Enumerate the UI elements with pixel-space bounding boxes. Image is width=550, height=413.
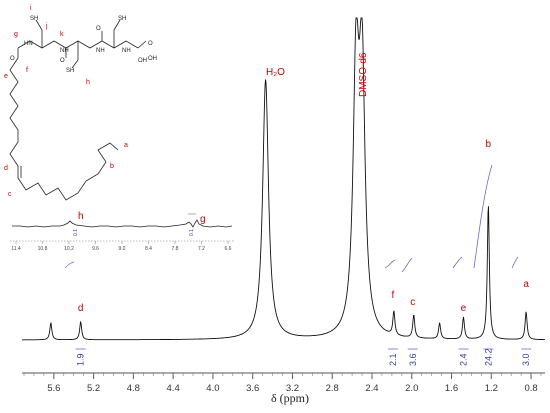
structure-label-f: f	[26, 67, 28, 74]
structure-atom-oh: OH	[148, 56, 157, 62]
inset-tick-label: 7.2	[198, 246, 205, 252]
structure-label-k: k	[60, 31, 64, 38]
structure-atom-nh: NH	[60, 48, 69, 54]
x-tick-label: 2.8	[326, 383, 339, 394]
structure-label-b: b	[110, 163, 114, 170]
x-tick-label: 3.6	[246, 383, 259, 394]
structure-label-d: d	[4, 165, 8, 172]
inset-integral-h: 0.1	[73, 229, 79, 236]
structure-carbonyls	[17, 31, 147, 58]
x-tick-label: 5.6	[47, 383, 60, 394]
peak-label-b: b	[486, 139, 492, 150]
structure-atom-sh: SH	[118, 16, 126, 22]
inset-tick-label: 10.2	[64, 246, 74, 252]
structure-atom-sh: SH	[66, 68, 74, 74]
structure-atom-o: O	[10, 56, 15, 62]
chemical-structure	[9, 19, 147, 201]
x-axis-label: δ (ppm)	[271, 391, 309, 405]
x-tick-label: 1.2	[485, 383, 498, 394]
integral-value: 3.0	[521, 353, 531, 366]
integral-value: 24.2	[483, 348, 493, 366]
peak-label-e: e	[461, 303, 467, 314]
structure-label-e: e	[4, 73, 8, 80]
structure-atom-o: O	[148, 41, 153, 47]
inset-peak-label-h: h	[78, 211, 84, 222]
inset-axis-ticks: 11.4 10.8 10.2 9.6 9.0 8.4 7.8 7.2 6.6	[11, 241, 232, 252]
inset-tick-label: 11.4	[11, 246, 21, 252]
inset-tick-label: 9.0	[119, 246, 126, 252]
inset-tick-label: 8.4	[145, 246, 152, 252]
integral-value: 2.1	[388, 353, 398, 366]
solvent-label-water: H₂O	[266, 67, 285, 78]
x-axis-ticks: 5.6 5.2 4.8 4.4 4.0 3.6 3.2 2.8 2.4 2.0 1.6 1.2 0.8	[23, 373, 542, 394]
inset-tick-label: 9.6	[92, 246, 99, 252]
solvent-label-dmso: DMSO-d6	[358, 52, 369, 97]
inset-line	[12, 219, 233, 228]
inset-tick-label: 6.6	[225, 246, 232, 252]
x-tick-label: 4.0	[206, 383, 219, 394]
inset-tick-label: 10.8	[38, 246, 48, 252]
x-tick-label: 5.2	[87, 383, 100, 394]
inset-peak-label-g: g	[200, 214, 206, 225]
peak-label-a: a	[523, 279, 529, 290]
x-tick-label: 2.4	[365, 383, 378, 394]
structure-atom-sh: SH	[30, 16, 38, 22]
inset-integral-curve	[64, 261, 75, 269]
structure-label-j: j	[45, 23, 48, 30]
structure-label-h: h	[86, 79, 90, 86]
integral-curves	[384, 164, 519, 273]
x-tick-label: 2.0	[405, 383, 418, 394]
integral-value: 1.9	[76, 353, 86, 366]
peak-label-c: c	[410, 297, 415, 308]
x-tick-label: 4.4	[167, 383, 180, 394]
structure-chain	[9, 57, 119, 201]
structure-label-a: a	[124, 142, 128, 149]
structure-sidechains	[35, 19, 121, 69]
structure-atom-o: O	[96, 26, 101, 32]
inset-integral-g: 0.1	[189, 229, 195, 236]
peak-labels: d f c e b a	[78, 139, 529, 314]
x-tick-label: 3.2	[286, 383, 299, 394]
spectrum-line	[22, 17, 545, 341]
structure-label-g: g	[14, 31, 18, 38]
structure-atom-hn: HN	[24, 41, 33, 47]
integral-values: 1.9 2.1 3.6 2.4 24.2 3.0	[75, 348, 532, 366]
inset-spectrum: 11.4 10.8 10.2 9.6 9.0 8.4 7.8 7.2 6.6 h g 0.1 0…	[10, 211, 234, 269]
x-tick-label: 1.6	[445, 383, 458, 394]
peak-label-d: d	[78, 303, 84, 314]
structure-atom-o: O	[60, 58, 65, 64]
structure-atom-nh: NH	[122, 48, 131, 54]
structure-label-i: i	[30, 5, 32, 12]
peak-label-f: f	[391, 290, 394, 301]
structure-proton-labels: a b c d e f g h i j k	[4, 5, 128, 198]
inset-tick-label: 7.8	[172, 246, 179, 252]
integral-value: 3.6	[408, 353, 418, 366]
structure-label-c: c	[8, 191, 12, 198]
structure-atom-nh: NH	[96, 48, 105, 54]
structure-atom-oh: OH	[138, 58, 147, 64]
x-tick-label: 0.8	[524, 383, 537, 394]
integral-value: 2.4	[458, 353, 468, 366]
x-tick-label: 4.8	[127, 383, 140, 394]
